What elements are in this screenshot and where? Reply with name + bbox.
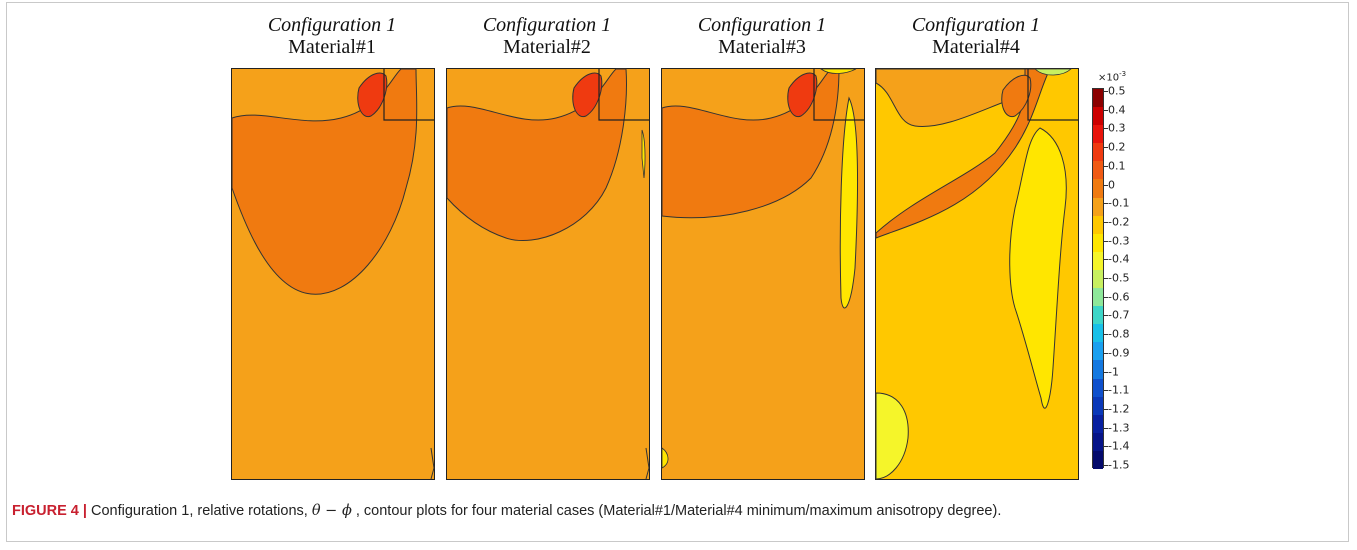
colorbar-segment [1093, 161, 1103, 180]
colorbar-tick-label: -1.5 [1108, 458, 1130, 472]
colorbar-tick-mark [1104, 240, 1108, 242]
colorbar-tick-label: -0.4 [1108, 252, 1130, 266]
colorbar-tick-mark [1104, 221, 1108, 223]
colorbar-tick-label: -1.3 [1108, 421, 1130, 435]
caption-text-end: , contour plots for four material cases … [351, 503, 1002, 519]
colorbar-segment [1093, 89, 1103, 108]
colorbar-tick-mark [1104, 278, 1108, 279]
colorbar-segment [1093, 179, 1103, 199]
colorbar-segment [1093, 107, 1103, 126]
panel-config-label: Configuration 1 [482, 14, 612, 36]
panel-material-label: Material#1 [288, 36, 376, 58]
colorbar-tick-label: -0.1 [1108, 196, 1130, 210]
colorbar-segment [1093, 306, 1103, 325]
contour-plot-material-2 [446, 68, 650, 480]
panel-title-1: Configuration 1 Material#1 [222, 14, 442, 58]
colorbar-tick-label: -1.1 [1108, 383, 1130, 397]
figure-label: FIGURE 4 | [12, 503, 87, 519]
colorbar-tick-mark [1104, 427, 1108, 429]
colorbar-tick-mark [1104, 296, 1108, 298]
colorbar-tick-mark [1104, 259, 1108, 261]
colorbar-tick-mark [1104, 128, 1108, 130]
colorbar-segment [1093, 342, 1103, 361]
colorbar-tick-label: 0.5 [1108, 84, 1126, 98]
colorbar-tick-label: -1.2 [1108, 402, 1130, 416]
colorbar-segment [1093, 414, 1103, 434]
colorbar-tick-mark [1104, 446, 1108, 448]
colorbar-tick-mark [1104, 408, 1108, 410]
colorbar-tick-label: -1 [1108, 365, 1119, 378]
colorbar-tick-mark [1104, 147, 1108, 149]
colorbar-tick-mark [1104, 109, 1108, 111]
colorbar-tick-mark [1104, 390, 1108, 392]
colorbar-tick-label: -0.3 [1108, 234, 1130, 248]
colorbar-segment [1093, 269, 1103, 289]
panel-title-3: Configuration 1 Material#3 [652, 14, 872, 58]
colorbar-tick-label: 0 [1108, 178, 1115, 191]
colorbar [1092, 88, 1104, 470]
panel-material-label: Material#2 [503, 36, 591, 58]
colorbar-tick-label: 0.1 [1108, 159, 1126, 173]
colorbar-tick-mark [1104, 352, 1108, 354]
colorbar-segment [1093, 396, 1103, 416]
colorbar-gradient [1092, 88, 1104, 470]
colorbar-tick-label: -0.7 [1108, 308, 1130, 322]
colorbar-tick-mark [1104, 91, 1108, 92]
colorbar-segment [1093, 143, 1103, 162]
panel-config-label: Configuration 1 [911, 14, 1041, 36]
colorbar-segment [1093, 450, 1103, 470]
colorbar-tick-mark [1104, 315, 1108, 317]
figure-caption: FIGURE 4 | Configuration 1, relative rot… [12, 503, 1332, 519]
colorbar-segment [1093, 233, 1103, 253]
colorbar-tick-label: -0.9 [1108, 346, 1130, 360]
panel-config-label: Configuration 1 [267, 14, 397, 36]
contour-plot-material-4 [875, 68, 1079, 480]
panel-config-label: Configuration 1 [697, 14, 827, 36]
contour-plot-material-3 [661, 68, 865, 480]
colorbar-segment [1093, 432, 1103, 452]
colorbar-tick-label: -0.6 [1108, 290, 1130, 304]
colorbar-tick-label: 0.4 [1108, 103, 1126, 117]
colorbar-tick-mark [1104, 165, 1108, 167]
colorbar-tick-mark [1104, 203, 1108, 205]
colorbar-tick-label: 0.2 [1108, 140, 1126, 154]
colorbar-segment [1093, 288, 1103, 307]
contour-plot-material-1 [231, 68, 435, 480]
colorbar-segment [1093, 360, 1103, 380]
colorbar-tick-mark [1104, 465, 1108, 466]
colorbar-tick-label: -1.4 [1108, 439, 1130, 453]
colorbar-tick-label: -0.8 [1108, 327, 1130, 341]
colorbar-tick-label: -0.5 [1108, 271, 1130, 285]
panel-material-label: Material#3 [718, 36, 806, 58]
colorbar-segment [1093, 378, 1103, 398]
colorbar-segment [1093, 324, 1103, 343]
colorbar-tick-mark [1104, 184, 1108, 186]
colorbar-segment [1093, 215, 1103, 235]
caption-text-start: Configuration 1, relative rotations, [86, 503, 312, 519]
caption-math: θ − ϕ [311, 503, 352, 519]
colorbar-tick-label: -0.2 [1108, 215, 1130, 229]
panel-material-label: Material#4 [932, 36, 1020, 58]
panel-title-4: Configuration 1 Material#4 [866, 14, 1086, 58]
panel-title-2: Configuration 1 Material#2 [437, 14, 657, 58]
colorbar-segment [1093, 251, 1103, 271]
colorbar-multiplier: ×10-3 [1098, 70, 1127, 84]
colorbar-segment [1093, 197, 1103, 217]
colorbar-tick-mark [1104, 371, 1108, 373]
colorbar-segment [1093, 125, 1103, 144]
colorbar-tick-mark [1104, 334, 1108, 336]
colorbar-tick-label: 0.3 [1108, 121, 1126, 135]
